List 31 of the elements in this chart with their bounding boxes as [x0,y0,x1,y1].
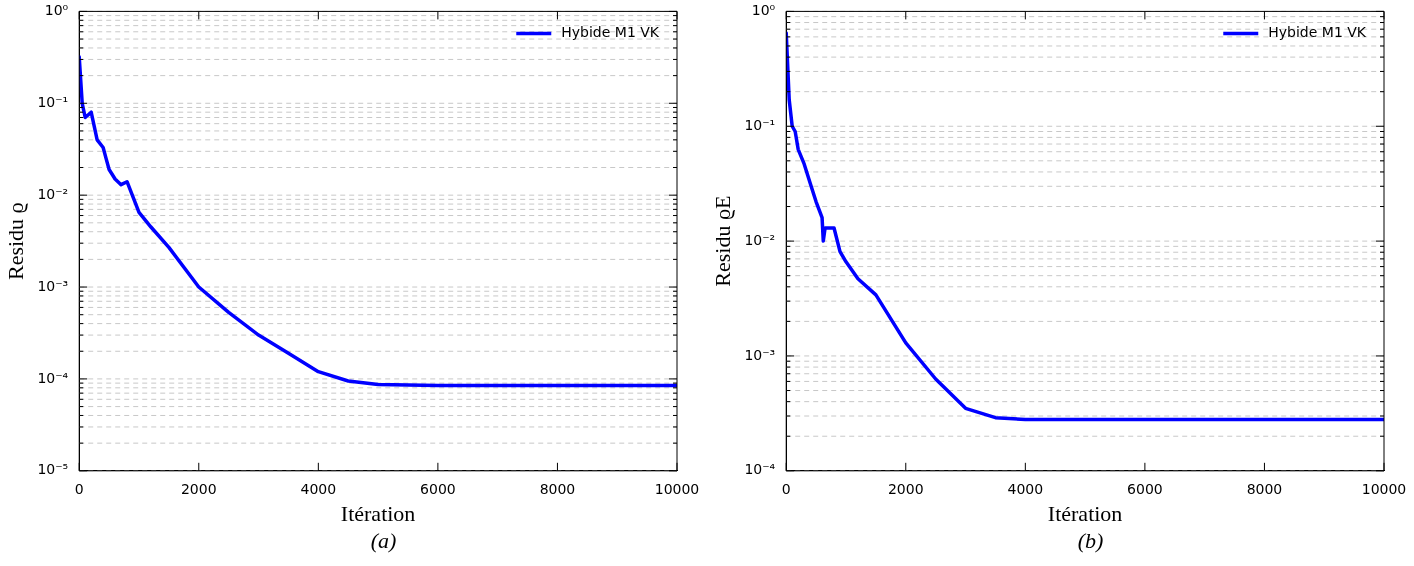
y-tick-label: 10⁰ [44,2,69,19]
x-tick-label: 2000 [887,480,924,497]
x-axis-title: Itération [1047,500,1123,526]
y-axis-title: Residu ϱ [2,202,28,281]
x-tick-label: 6000 [1127,480,1163,497]
y-tick-label: 10⁻² [744,231,776,248]
x-tick-label: 2000 [180,480,217,497]
y-tick-label: 10⁰ [751,2,776,19]
y-tick-label: 10⁻⁴ [37,369,69,386]
x-tick-label: 4000 [1007,480,1044,497]
y-tick-label: 10⁻⁵ [37,461,69,478]
y-axis-title: Residu ϱE [709,195,735,287]
x-tick-label: 6000 [420,480,456,497]
legend-label: Hybide M1 VK [1268,24,1367,41]
y-tick-label: 10⁻⁴ [744,461,776,478]
x-tick-label: 0 [781,480,791,497]
text: (b) [1076,528,1105,554]
x-tick-label: 4000 [300,480,337,497]
y-tick-label: 10⁻³ [744,346,776,363]
x-tick-label: 10000 [1361,480,1407,497]
legend-label: Hybide M1 VK [561,24,660,41]
y-tick-label: 10⁻¹ [37,93,69,110]
x-axis-title: Itération [340,500,416,526]
x-tick-label: 8000 [1246,480,1283,497]
x-tick-label: 8000 [539,480,576,497]
y-tick-label: 10⁻³ [37,277,69,294]
x-tick-label: 0 [74,480,84,497]
text: (a) [369,528,398,554]
x-tick-label: 10000 [654,480,700,497]
y-tick-label: 10⁻¹ [744,116,776,133]
y-tick-label: 10⁻² [37,185,69,202]
